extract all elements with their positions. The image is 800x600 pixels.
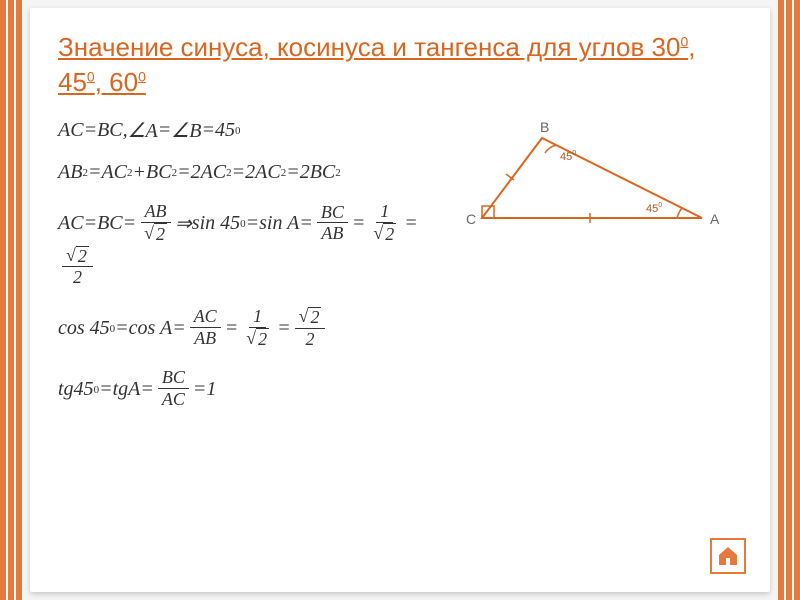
content-row: AC = BC , ∠A = ∠B = 450 AB2 = AC2 + BC2 … <box>58 118 742 429</box>
eq2-2ac: 2AC <box>191 161 227 184</box>
slide-border-right <box>778 0 800 600</box>
eq3-f4-num: 2 <box>62 246 93 268</box>
eq4-frac2: 1 2 <box>242 307 273 350</box>
eq2-plus: + <box>133 161 147 184</box>
eq2-eq2: = <box>177 161 191 184</box>
eq3-f4-rad: 2 <box>76 246 89 267</box>
eq4-eq3: = <box>225 317 239 340</box>
triangle-shape <box>482 138 702 218</box>
eq3-f1-rad: 2 <box>154 223 167 246</box>
eq4-cosA: cos A <box>129 317 173 340</box>
eq5-one: 1 <box>206 378 216 401</box>
eq4-f2-num: 1 <box>249 307 266 328</box>
eq3-frac3: 1 2 <box>369 202 400 245</box>
eq2-eq4: = <box>286 161 300 184</box>
eq1-bc: BC <box>97 119 123 142</box>
eq4-eq4: = <box>277 317 291 340</box>
eq3-frac2: BC AB <box>317 203 348 245</box>
eq3-frac1: AB 2 <box>140 202 171 245</box>
slide-content: Значение синуса, косинуса и тангенса для… <box>30 8 770 592</box>
eq1-sup: 0 <box>235 125 241 137</box>
title-sup-3: 0 <box>138 68 146 84</box>
eq1-angle-b: ∠B <box>171 118 201 143</box>
eq3-f3-num: 1 <box>376 202 393 223</box>
eq3-f2-den: AB <box>317 223 347 245</box>
eq4-eq2: = <box>172 317 186 340</box>
eq4-f1-den: AB <box>190 328 220 350</box>
eq3-f3-den: 2 <box>369 223 400 246</box>
eq1-eq: = <box>84 119 98 142</box>
title-text-3: , 60 <box>95 67 138 97</box>
angle-a-text: 450 <box>646 202 662 215</box>
equations-block: AC = BC , ∠A = ∠B = 450 AB2 = AC2 + BC2 … <box>58 118 432 429</box>
eq4-f2-den: 2 <box>242 328 273 351</box>
home-icon <box>716 544 740 568</box>
eq2-s6: 2 <box>335 167 341 179</box>
label-c: C <box>466 211 476 227</box>
eq2-ab: AB <box>58 161 82 184</box>
eq3-f1-num: AB <box>141 202 171 223</box>
eq4-f1-num: AC <box>190 307 221 328</box>
slide-title: Значение синуса, косинуса и тангенса для… <box>58 30 742 100</box>
home-button[interactable] <box>710 538 746 574</box>
eq1-45: 45 <box>215 119 235 142</box>
angle-b-arc <box>545 145 557 153</box>
eq5-tgA: tgA <box>113 378 141 401</box>
label-a: A <box>710 211 720 227</box>
eq3-arrow: ⇒ <box>175 211 192 236</box>
eq4-f3-rad: 2 <box>308 307 321 328</box>
eq4-f2-rad: 2 <box>256 328 269 351</box>
eq4-f3-den: 2 <box>302 329 319 351</box>
eq3-bc: BC <box>97 212 123 235</box>
eq5-eq2: = <box>140 378 154 401</box>
eq3-sinA: sin A <box>259 212 299 235</box>
eq2-ac: AC <box>101 161 127 184</box>
equation-2: AB2 = AC2 + BC2 = 2AC2 = 2AC2 = 2BC2 <box>58 161 432 184</box>
title-text-1: Значение синуса, косинуса и тангенса для… <box>58 32 680 62</box>
eq2-eq3: = <box>232 161 246 184</box>
eq2-2bc: 2BC <box>300 161 336 184</box>
eq3-eq5: = <box>352 212 366 235</box>
equation-1: AC = BC , ∠A = ∠B = 450 <box>58 118 432 143</box>
eq5-f-num: BC <box>158 368 189 389</box>
eq4-cos45: cos 45 <box>58 317 110 340</box>
eq3-eq: = <box>84 212 98 235</box>
eq4-eq: = <box>115 317 129 340</box>
eq5-frac: BC AC <box>158 368 189 410</box>
eq3-eq2: = <box>123 212 137 235</box>
equation-3: AC = BC = AB 2 ⇒ sin 450 = sin A = BC AB <box>58 202 432 289</box>
slide-border-left <box>0 0 22 600</box>
eq3-eq4: = <box>299 212 313 235</box>
angle-b-text: 450 <box>560 150 576 163</box>
eq4-frac1: AC AB <box>190 307 221 349</box>
eq1-angle-a: ∠A <box>128 118 158 143</box>
eq3-eq3: = <box>246 212 260 235</box>
eq5-eq: = <box>99 378 113 401</box>
equation-5: tg450 = tgA = BC AC = 1 <box>58 368 432 410</box>
eq4-frac3: 2 2 <box>295 307 326 350</box>
eq1-eq2: = <box>158 119 172 142</box>
eq3-f4-den: 2 <box>69 267 86 289</box>
equation-4: cos 450 = cos A = AC AB = 1 2 = 2 2 <box>58 307 432 350</box>
label-b: B <box>540 119 549 135</box>
eq5-f-den: AC <box>158 389 189 411</box>
eq1-eq3: = <box>201 119 215 142</box>
eq3-sin45: sin 45 <box>192 212 240 235</box>
eq2-2ac2: 2AC <box>245 161 281 184</box>
eq3-f2-num: BC <box>317 203 348 224</box>
title-sup-2: 0 <box>87 68 95 84</box>
eq3-f3-rad: 2 <box>383 223 396 246</box>
eq1-ac: AC <box>58 119 84 142</box>
eq3-eq6: = <box>404 212 418 235</box>
eq2-bc: BC <box>146 161 172 184</box>
eq3-frac4: 2 2 <box>62 246 93 289</box>
angle-a-arc <box>677 208 682 218</box>
triangle-diagram: B C A 450 450 <box>442 108 742 248</box>
eq4-f3-num: 2 <box>295 307 326 329</box>
eq3-f1-den: 2 <box>140 223 171 246</box>
eq5-tg45: tg45 <box>58 378 94 401</box>
eq2-eq: = <box>88 161 102 184</box>
eq5-eq3: = <box>193 378 207 401</box>
eq3-ac: AC <box>58 212 84 235</box>
